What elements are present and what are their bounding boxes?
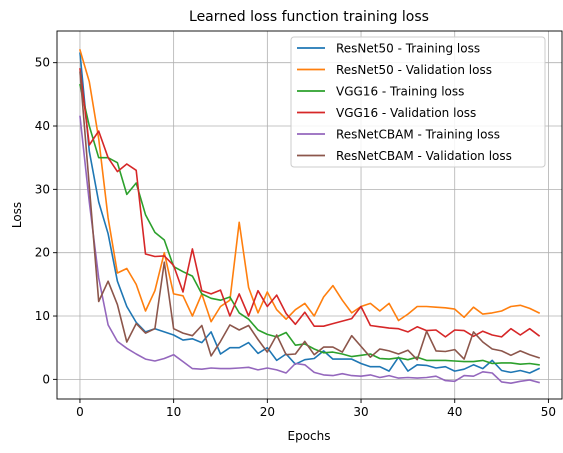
y-axis-label: Loss <box>10 202 24 228</box>
x-tick-label: 20 <box>260 405 275 419</box>
series-line-resnetcbam-validation-loss <box>79 71 541 361</box>
grid <box>57 31 562 399</box>
y-tick-label: 0 <box>42 372 50 386</box>
x-tick-label: 50 <box>541 405 556 419</box>
plot-frame <box>56 30 563 400</box>
series-line-vgg16-validation-loss <box>79 68 541 338</box>
legend-label-resnetcbam-training-loss: ResNetCBAM - Training loss <box>336 128 500 142</box>
legend-label-vgg16-validation-loss: VGG16 - Validation loss <box>336 106 476 120</box>
x-tick-label: 10 <box>166 405 181 419</box>
y-tick-label: 40 <box>35 119 50 133</box>
y-tick-label: 30 <box>35 182 50 196</box>
y-tick-label: 20 <box>35 246 50 260</box>
x-tick-label: 0 <box>76 405 84 419</box>
x-tick-label: 30 <box>353 405 368 419</box>
chart-title: Learned loss function training loss <box>189 9 429 25</box>
series-lines <box>79 49 541 385</box>
y-tick-label: 50 <box>35 56 50 70</box>
series-line-resnet50-validation-loss <box>79 49 541 323</box>
legend-label-vgg16-training-loss: VGG16 - Training loss <box>336 85 464 99</box>
x-tick-label: 40 <box>447 405 462 419</box>
legend-label-resnetcbam-validation-loss: ResNetCBAM - Validation loss <box>336 149 512 163</box>
series-line-vgg16-training-loss <box>79 83 540 366</box>
series-line-resnetcbam-training-loss <box>79 115 540 385</box>
y-tick-label: 10 <box>35 309 50 323</box>
series-line-resnet50-training-loss <box>79 52 541 374</box>
legend-label-resnet50-validation-loss: ResNet50 - Validation loss <box>336 63 492 77</box>
legend-box <box>290 36 546 168</box>
x-axis-label: Epochs <box>288 429 331 443</box>
legend-label-resnet50-training-loss: ResNet50 - Training loss <box>336 42 480 56</box>
axis-ticks: 0 10 20 30 40 50 0 10 20 30 40 50 <box>35 56 556 419</box>
legend: ResNet50 - Training loss ResNet50 - Valid… <box>290 36 546 168</box>
